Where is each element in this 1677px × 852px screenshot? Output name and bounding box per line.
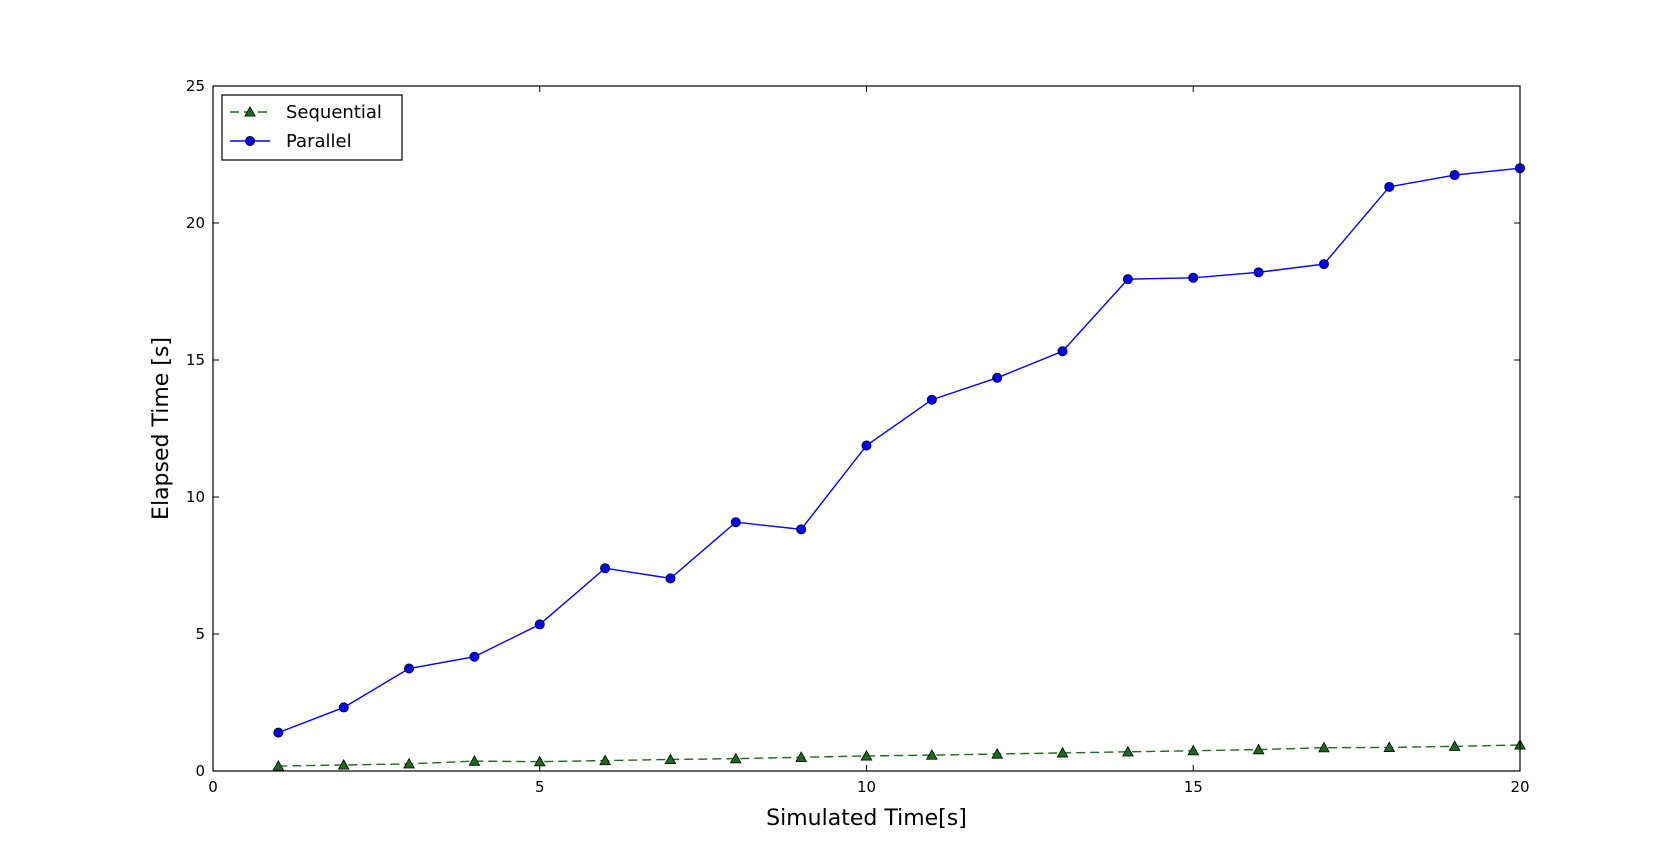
series-line-parallel bbox=[278, 167, 1521, 734]
y-axis-title: Elapsed Time [s] bbox=[149, 337, 174, 520]
x-tick-label: 5 bbox=[535, 778, 545, 796]
axis-ticks: 0 5 10 15 20 0 5 10 15 20 25 bbox=[186, 77, 1530, 796]
data-point-sequential bbox=[403, 757, 415, 769]
data-point-sequential bbox=[1187, 744, 1200, 756]
data-point-sequential bbox=[468, 755, 481, 766]
data-point-parallel bbox=[534, 619, 545, 630]
legend-label-sequential: Sequential bbox=[286, 102, 382, 123]
data-point-sequential bbox=[795, 751, 808, 762]
legend-marker-sequential bbox=[244, 105, 256, 117]
data-point-sequential bbox=[729, 752, 742, 764]
y-tick-label: 5 bbox=[195, 625, 205, 643]
series-layer bbox=[272, 163, 1526, 771]
data-point-parallel bbox=[992, 372, 1003, 383]
x-tick-label: 15 bbox=[1184, 778, 1203, 796]
data-point-parallel bbox=[1318, 259, 1329, 270]
y-tick-label: 10 bbox=[186, 488, 205, 506]
data-point-sequential bbox=[1122, 745, 1134, 757]
data-point-sequential bbox=[1383, 741, 1396, 752]
data-point-sequential bbox=[1252, 743, 1265, 755]
data-point-sequential bbox=[860, 749, 873, 761]
data-point-parallel bbox=[1057, 346, 1068, 357]
data-point-parallel bbox=[665, 573, 676, 584]
data-point-parallel bbox=[1122, 274, 1133, 285]
data-point-parallel bbox=[1188, 272, 1199, 283]
series-sequential bbox=[272, 738, 1526, 771]
data-point-parallel bbox=[1253, 267, 1264, 278]
series-parallel bbox=[273, 163, 1526, 738]
y-tick-label: 20 bbox=[186, 214, 205, 232]
x-tick-label: 10 bbox=[857, 778, 876, 796]
data-point-parallel bbox=[926, 394, 937, 405]
legend-marker-parallel bbox=[244, 135, 255, 146]
data-point-parallel bbox=[796, 524, 807, 535]
data-point-sequential bbox=[599, 754, 611, 766]
legend-box bbox=[221, 94, 403, 161]
data-point-parallel bbox=[861, 440, 872, 451]
legend-label-parallel: Parallel bbox=[286, 131, 352, 152]
y-tick-label: 0 bbox=[195, 762, 205, 780]
data-point-parallel bbox=[273, 727, 284, 738]
data-point-parallel bbox=[730, 517, 741, 528]
y-tick-label: 25 bbox=[186, 77, 205, 95]
legend-item-parallel: Parallel bbox=[230, 131, 352, 152]
data-point-sequential bbox=[272, 760, 285, 771]
data-point-sequential bbox=[991, 747, 1004, 759]
data-point-parallel bbox=[600, 563, 611, 574]
x-tick-label: 0 bbox=[208, 778, 218, 796]
data-point-sequential bbox=[1448, 740, 1461, 751]
series-line-sequential bbox=[278, 744, 1521, 767]
data-point-sequential bbox=[1056, 746, 1069, 758]
data-point-parallel bbox=[338, 702, 349, 713]
data-point-sequential bbox=[1318, 741, 1330, 753]
x-axis-title: Simulated Time[s] bbox=[766, 806, 967, 831]
data-point-parallel bbox=[469, 651, 480, 662]
legend-items: Sequential Parallel bbox=[230, 102, 382, 152]
x-tick-label: 20 bbox=[1510, 778, 1529, 796]
data-point-parallel bbox=[1384, 181, 1395, 192]
legend-item-sequential: Sequential bbox=[230, 102, 382, 123]
data-point-sequential bbox=[664, 753, 677, 765]
data-point-sequential bbox=[925, 749, 938, 760]
legend: Sequential Parallel bbox=[221, 94, 403, 161]
data-point-parallel bbox=[1449, 170, 1460, 181]
data-point-parallel bbox=[404, 663, 415, 674]
data-point-sequential bbox=[337, 758, 350, 770]
y-tick-label: 15 bbox=[186, 351, 205, 369]
